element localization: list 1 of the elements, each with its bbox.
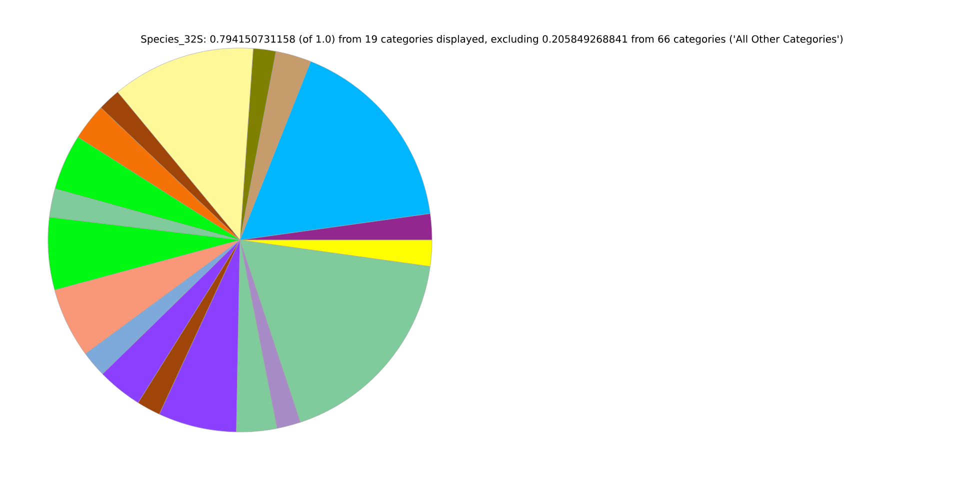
text: Species_32S: 0.794150731158 (of 1.0) from 19 categories displayed, excluding 0.205849268841 from 66 categories ('All Other Categories') (141, 35, 843, 45)
